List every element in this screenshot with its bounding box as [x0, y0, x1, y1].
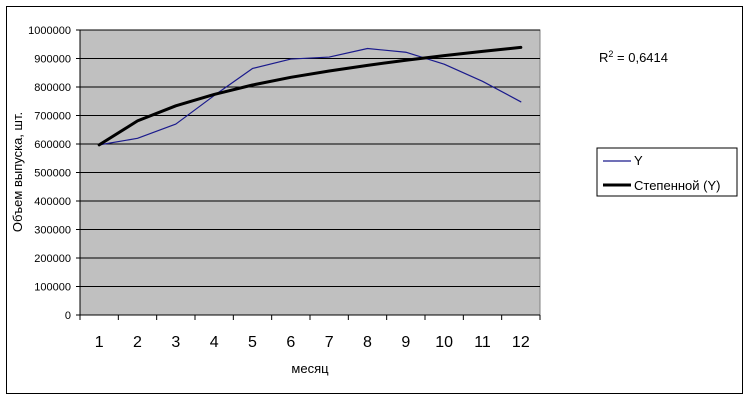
x-tick-labels: 1 2 3 4 5 6 7 8 9 10 11 12 — [95, 334, 530, 351]
series-line-power-trend — [97, 45, 523, 147]
x-tick-label: 7 — [325, 334, 334, 351]
y-axis-title: Объем выпуска, шт. — [10, 112, 25, 232]
x-tick-label: 8 — [363, 334, 372, 351]
axes — [76, 29, 541, 320]
y-tick-label: 500000 — [34, 168, 71, 180]
series-layer — [97, 45, 523, 147]
x-tick-label: 6 — [286, 334, 295, 351]
grid-lines — [80, 29, 540, 287]
y-tick-label: 400000 — [34, 196, 71, 208]
legend-label-y: Y — [634, 153, 643, 168]
y-tick-label: 1000000 — [28, 25, 71, 37]
series-line-y — [98, 47, 522, 146]
y-tick-label: 900000 — [34, 54, 71, 66]
y-tick-label: 100000 — [34, 282, 71, 294]
x-tick-label: 1 — [95, 334, 104, 351]
legend: Y Степенной (Y) — [596, 147, 738, 197]
x-tick-label: 11 — [474, 334, 491, 351]
y-tick-label: 700000 — [34, 111, 71, 123]
y-tick-label: 200000 — [34, 253, 71, 265]
x-tick-label: 5 — [248, 334, 257, 351]
y-tick-label: 0 — [65, 310, 71, 322]
legend-box — [596, 147, 738, 197]
x-tick-label: 3 — [171, 334, 180, 351]
legend-label-power-trend: Степенной (Y) — [634, 178, 721, 193]
y-tick-label: 800000 — [34, 82, 71, 94]
x-tick-label: 10 — [435, 334, 453, 351]
y-tick-labels: 0 100000 200000 300000 400000 500000 600000 700… — [28, 25, 71, 322]
y-tick-label: 600000 — [34, 139, 71, 151]
x-tick-label: 9 — [401, 334, 410, 351]
x-tick-label: 2 — [133, 334, 142, 351]
r-squared-annotation: R2 = 0,6414 — [599, 49, 668, 65]
x-axis-title: месяц — [291, 361, 329, 376]
y-tick-label: 300000 — [34, 225, 71, 237]
x-tick-label: 12 — [512, 334, 530, 351]
x-tick-label: 4 — [210, 334, 219, 351]
